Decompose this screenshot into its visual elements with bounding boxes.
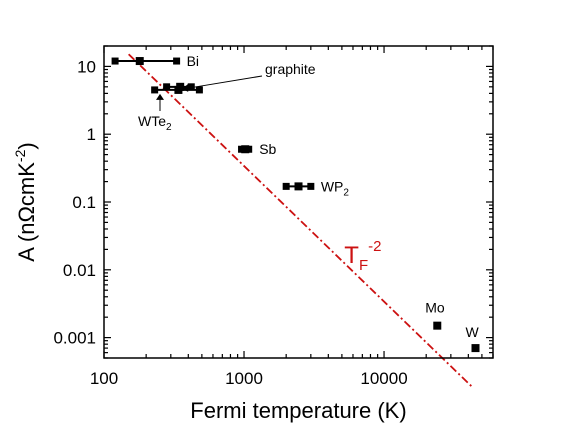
y-tick-label: 10 [77, 57, 96, 76]
point-errorbar-cap-wp2 [282, 182, 290, 190]
y-tick-label: 1 [87, 125, 96, 144]
data-point-sb [241, 145, 250, 154]
point-errorbar-cap-bi [111, 57, 119, 65]
y-axis-title-close: ) [14, 142, 39, 149]
point-label-w: W [466, 324, 480, 340]
point-errorbar-cap-wte2 [151, 86, 159, 94]
y-tick-label: 0.001 [53, 329, 96, 348]
data-point-mo [433, 321, 442, 330]
point-errorbar-cap-bi [173, 57, 181, 65]
arrow-graphite [190, 75, 263, 89]
point-errorbar-cap-wp2 [307, 182, 315, 190]
data-point-bi [135, 57, 144, 66]
point-label-sub-wp2: 2 [343, 187, 349, 198]
point-label-wp2: WP2 [321, 178, 350, 198]
y-axis-title-main: A (nΩcmK [14, 162, 39, 262]
point-errorbar-cap-graphite [187, 83, 195, 91]
y-axis-title: A (nΩcmK-2) [12, 142, 39, 261]
x-tick-label: 1000 [225, 369, 263, 388]
point-label-main-wp2: WP [321, 178, 344, 194]
point-label-main-wte2: WTe [138, 113, 166, 129]
y-axis-title-sup: -2 [12, 149, 28, 162]
fit-line-label-sub: F [359, 257, 368, 274]
x-axis: 100 1000 10000 [90, 46, 494, 388]
fit-line [128, 53, 474, 389]
fit-line-label-main: T [344, 242, 359, 269]
point-errorbar-cap-wte2 [195, 86, 203, 94]
fit-line-label-sup: -2 [368, 238, 381, 255]
data-point-wp2 [294, 182, 303, 191]
point-errorbar-cap-graphite [163, 83, 171, 91]
point-label-graphite: graphite [265, 61, 316, 77]
point-label-sub-wte2: 2 [166, 122, 172, 133]
x-tick-label: 10000 [360, 369, 407, 388]
y-tick-label: 0.01 [63, 261, 96, 280]
x-axis-title: Fermi temperature (K) [190, 398, 406, 423]
point-label-mo: Mo [425, 300, 445, 316]
point-label-bi: Bi [187, 53, 199, 69]
y-tick-label: 0.1 [72, 193, 96, 212]
plot-frame [103, 45, 494, 359]
data-point-w [471, 344, 480, 353]
point-label-sb: Sb [259, 141, 276, 157]
x-tick-label: 100 [90, 369, 118, 388]
fit-line-group [128, 53, 474, 389]
fit-line-label: TF-2 [344, 238, 381, 274]
data-point-wte2 [174, 85, 183, 94]
point-label-wte2: WTe2 [138, 113, 172, 133]
arrowhead-wte2 [156, 93, 164, 100]
